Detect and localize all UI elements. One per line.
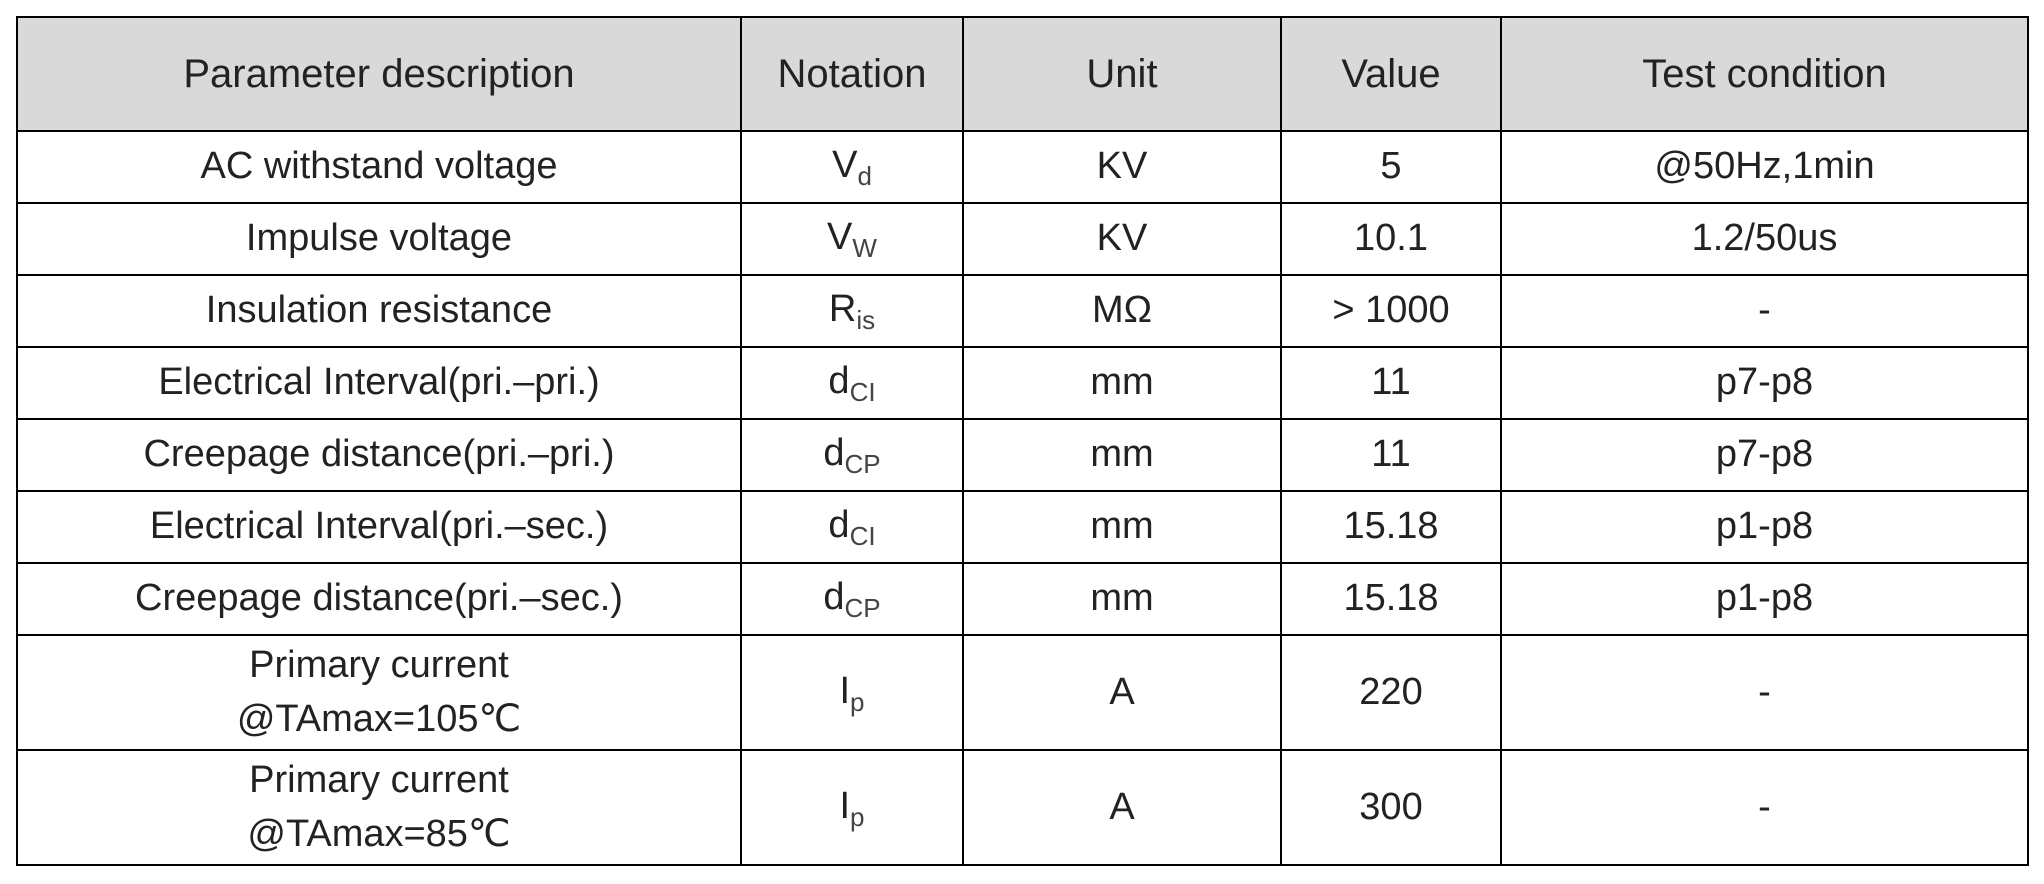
unit-cell: mm (962, 346, 1282, 420)
value-cell: 15.18 (1280, 562, 1502, 636)
condition-cell: @50Hz,1min (1500, 130, 2029, 204)
value-cell: 10.1 (1280, 202, 1502, 276)
notation-base: V (832, 144, 858, 187)
header-cell: Test condition (1500, 16, 2029, 132)
value-cell: 220 (1280, 634, 1502, 751)
parameter-cell: AC withstand voltage (16, 130, 742, 204)
notation-cell: Ip (740, 634, 964, 751)
notation-subscript: CP (844, 593, 881, 624)
condition-cell: 1.2/50us (1500, 202, 2029, 276)
unit-cell: mm (962, 490, 1282, 564)
value-cell: 11 (1280, 346, 1502, 420)
unit-cell: mm (962, 562, 1282, 636)
condition-cell: p1-p8 (1500, 490, 2029, 564)
notation-subscript: d (857, 161, 872, 192)
table-row: Impulse voltage VW KV 10.1 1.2/50us (16, 202, 2029, 276)
notation-subscript: p (850, 686, 865, 717)
parameter-cell: Creepage distance(pri.–sec.) (16, 562, 742, 636)
parameter-cell: Impulse voltage (16, 202, 742, 276)
notation-base: d (828, 360, 850, 403)
parameter-cell: Primary current @TAmax=85℃ (16, 749, 742, 866)
notation-base: I (839, 784, 851, 827)
unit-cell: A (962, 749, 1282, 866)
notation-subscript: p (850, 801, 865, 832)
notation-base: R (828, 288, 857, 331)
header-cell: Notation (740, 16, 964, 132)
notation-base: I (839, 669, 851, 712)
notation-subscript: is (856, 305, 876, 336)
notation-cell: Ris (740, 274, 964, 348)
table-row: Primary current @TAmax=85℃ Ip A 300- (16, 749, 2029, 866)
parameter-cell: Insulation resistance (16, 274, 742, 348)
table-row: Creepage distance(pri.–sec.) dCP mm 15.18 p1… (16, 562, 2029, 636)
notation-cell: dCI (740, 490, 964, 564)
notation-subscript: W (852, 233, 877, 264)
cell-line: Primary current (249, 759, 509, 802)
notation-subscript: CI (849, 521, 876, 552)
unit-cell: A (962, 634, 1282, 751)
table-row: AC withstand voltage Vd KV 5 @50Hz,1min (16, 130, 2029, 204)
parameter-cell: Creepage distance(pri.–pri.) (16, 418, 742, 492)
unit-cell: KV (962, 202, 1282, 276)
header-row: Parameter description Notation Unit Value Te… (16, 16, 2029, 132)
notation-cell: dCP (740, 562, 964, 636)
cell-line: Primary current (249, 644, 509, 687)
cell-line: @TAmax=85℃ (247, 812, 511, 855)
unit-cell: MΩ (962, 274, 1282, 348)
spec-table-container: Parameter description Notation Unit Value Te… (16, 16, 2029, 866)
table-row: Insulation resistance Ris MΩ > 1000- (16, 274, 2029, 348)
notation-cell: Vd (740, 130, 964, 204)
condition-cell: - (1500, 749, 2029, 866)
value-cell: 5 (1280, 130, 1502, 204)
table-row: Primary current @TAmax=105℃ Ip A 220- (16, 634, 2029, 751)
header-cell: Parameter description (16, 16, 742, 132)
notation-subscript: CP (844, 449, 881, 480)
unit-cell: KV (962, 130, 1282, 204)
notation-cell: dCI (740, 346, 964, 420)
parameter-cell: Electrical Interval(pri.–sec.) (16, 490, 742, 564)
notation-base: V (827, 216, 853, 259)
notation-cell: Ip (740, 749, 964, 866)
header-cell: Value (1280, 16, 1502, 132)
unit-cell: mm (962, 418, 1282, 492)
parameter-cell: Primary current @TAmax=105℃ (16, 634, 742, 751)
condition-cell: p1-p8 (1500, 562, 2029, 636)
table-row: Electrical Interval(pri.–pri.) dCI mm 11 p7-… (16, 346, 2029, 420)
value-cell: 11 (1280, 418, 1502, 492)
parameter-cell: Electrical Interval(pri.–pri.) (16, 346, 742, 420)
notation-base: d (828, 504, 850, 547)
cell-line: @TAmax=105℃ (236, 697, 522, 740)
table-row: Creepage distance(pri.–pri.) dCP mm 11 p7-p8 (16, 418, 2029, 492)
value-cell: 300 (1280, 749, 1502, 866)
condition-cell: p7-p8 (1500, 418, 2029, 492)
table-row: Electrical Interval(pri.–sec.) dCI mm 15.18… (16, 490, 2029, 564)
notation-cell: VW (740, 202, 964, 276)
spec-table: Parameter description Notation Unit Value Te… (16, 16, 2029, 866)
notation-subscript: CI (849, 377, 876, 408)
condition-cell: p7-p8 (1500, 346, 2029, 420)
value-cell: 15.18 (1280, 490, 1502, 564)
condition-cell: - (1500, 274, 2029, 348)
condition-cell: - (1500, 634, 2029, 751)
header-cell: Unit (962, 16, 1282, 132)
value-cell: > 1000 (1280, 274, 1502, 348)
notation-base: d (823, 432, 845, 475)
notation-base: d (823, 576, 845, 619)
notation-cell: dCP (740, 418, 964, 492)
